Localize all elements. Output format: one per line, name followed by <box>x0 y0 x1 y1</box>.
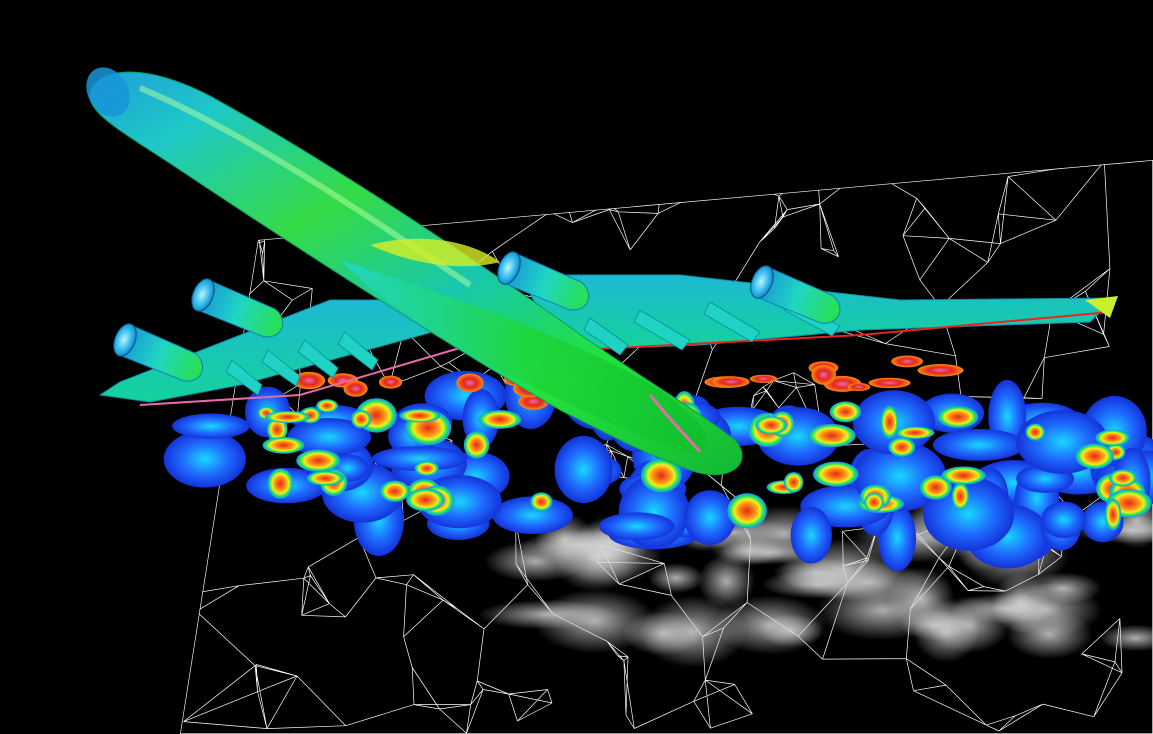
aircraft-icon <box>86 67 1118 476</box>
wing-root-fairing <box>370 238 500 267</box>
right-wing-trailing-edge <box>539 311 1111 353</box>
left-wing-trailing-edge <box>139 344 471 406</box>
fuselage-pink-seam <box>648 394 702 453</box>
engine-3 <box>497 251 590 311</box>
right-wingtip <box>1085 296 1118 318</box>
nose <box>86 67 130 117</box>
engine-2 <box>191 278 284 338</box>
engine-1 <box>113 323 204 382</box>
engine-4 <box>750 265 841 324</box>
fuselage-belly <box>340 260 708 455</box>
engine-icon <box>113 251 841 382</box>
